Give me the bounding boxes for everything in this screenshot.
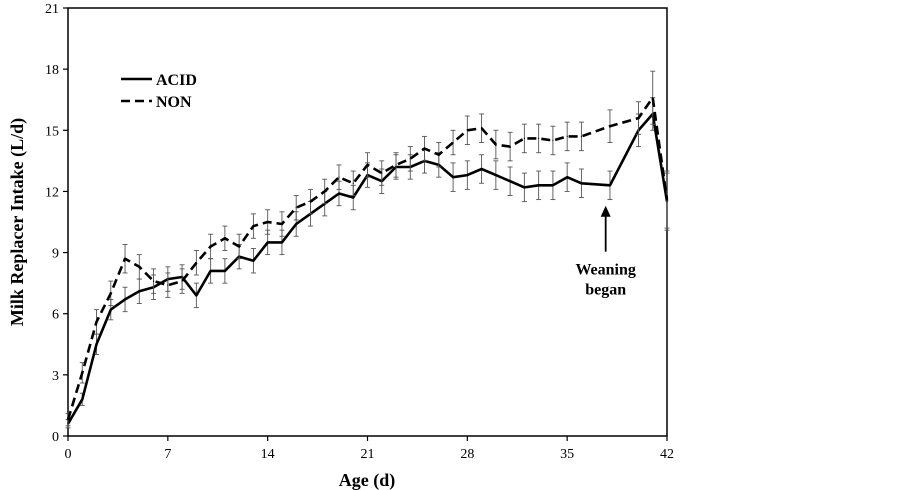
data-point-non — [95, 321, 98, 323]
x-tick-label: 14 — [261, 447, 275, 462]
data-point-acid — [538, 184, 540, 186]
data-point-non — [509, 145, 511, 148]
data-point-non — [67, 419, 69, 421]
series-layer — [65, 70, 670, 429]
legend: ACID NON — [121, 72, 197, 111]
data-point-non — [267, 221, 269, 223]
data-point-acid — [466, 174, 468, 176]
data-point-non — [552, 139, 554, 142]
y-tick-label: 3 — [52, 369, 59, 384]
data-point-acid — [95, 343, 98, 345]
annotation-arrowhead — [600, 205, 611, 217]
data-point-non — [466, 129, 468, 131]
legend-item-non: NON — [121, 94, 192, 111]
data-point-acid — [552, 184, 554, 186]
data-point-non — [195, 262, 197, 264]
y-tick-label: 21 — [45, 2, 59, 17]
data-point-acid — [224, 270, 226, 272]
data-point-acid — [210, 270, 212, 272]
data-point-acid — [124, 298, 126, 301]
legend-label-non: NON — [156, 94, 192, 111]
data-point-acid — [452, 176, 454, 178]
series-non — [65, 70, 670, 427]
data-point-non — [152, 280, 155, 282]
data-point-non — [252, 225, 255, 227]
y-tick-label: 12 — [45, 185, 59, 200]
annotation-text-line: Weaning — [575, 262, 635, 279]
x-tick-label: 7 — [164, 447, 171, 462]
x-tick-label: 35 — [560, 447, 574, 462]
y-axis: 0 3 6 9 12 15 18 21 — [45, 2, 68, 445]
y-tick-label: 15 — [45, 124, 59, 139]
y-tick-label: 0 — [52, 430, 59, 445]
data-point-non — [580, 135, 583, 137]
data-point-non — [110, 292, 112, 294]
data-point-non — [181, 280, 183, 282]
data-point-acid — [338, 192, 340, 195]
data-point-non — [138, 266, 140, 268]
data-point-acid — [580, 182, 583, 184]
annotation-layer: Weaning began — [575, 205, 636, 299]
legend-item-acid: ACID — [121, 72, 197, 89]
annotation-text-line: began — [585, 282, 626, 299]
data-point-acid — [609, 184, 611, 186]
y-tick-label: 6 — [52, 308, 59, 323]
data-point-non — [281, 223, 283, 225]
data-point-non — [124, 258, 126, 260]
data-point-acid — [495, 174, 497, 176]
data-point-acid — [267, 241, 269, 243]
data-point-non — [452, 141, 454, 144]
data-point-acid — [195, 294, 197, 296]
data-point-non — [309, 201, 312, 203]
data-point-non — [480, 127, 483, 129]
data-point-acid — [566, 176, 568, 178]
data-point-non — [352, 182, 354, 184]
data-point-acid — [480, 168, 483, 170]
data-point-acid — [523, 186, 525, 188]
data-point-acid — [110, 309, 112, 311]
data-point-acid — [295, 223, 297, 225]
data-point-non — [495, 143, 497, 146]
data-point-acid — [252, 260, 255, 262]
data-point-non — [324, 190, 326, 193]
x-tick-label: 0 — [65, 447, 72, 462]
data-point-non — [295, 207, 297, 209]
data-point-non — [381, 172, 383, 174]
y-tick-label: 9 — [52, 247, 59, 262]
data-point-non — [652, 97, 654, 99]
data-point-non — [637, 117, 640, 119]
x-axis: 0 7 14 21 28 35 42 — [65, 436, 674, 462]
x-tick-label: 28 — [460, 447, 474, 462]
data-point-acid — [509, 180, 511, 182]
data-point-non — [81, 372, 83, 374]
data-point-non — [167, 284, 169, 286]
y-axis-title: Milk Replacer Intake (L/d) — [7, 118, 28, 326]
data-point-non — [423, 148, 426, 150]
data-point-non — [210, 245, 212, 248]
data-point-non — [366, 164, 369, 166]
data-point-acid — [81, 398, 83, 400]
data-point-non — [238, 245, 240, 248]
x-axis-title: Age (d) — [339, 470, 396, 490]
data-point-non — [224, 237, 226, 239]
data-point-non — [523, 137, 525, 140]
weaning-annotation: Weaning began — [575, 205, 636, 299]
data-point-acid — [138, 290, 140, 292]
data-point-non — [538, 137, 540, 140]
data-point-non — [609, 125, 611, 127]
data-point-non — [566, 135, 568, 137]
data-point-non — [395, 164, 397, 166]
data-point-non — [438, 154, 440, 156]
data-point-non — [338, 176, 340, 178]
data-point-acid — [352, 196, 354, 199]
series-line-non — [66, 96, 669, 421]
data-point-acid — [281, 241, 283, 243]
y-tick-label: 18 — [45, 63, 59, 78]
x-tick-label: 42 — [660, 447, 674, 462]
data-point-non — [666, 198, 668, 201]
data-point-non — [409, 158, 411, 160]
x-tick-label: 21 — [361, 447, 375, 462]
legend-label-acid: ACID — [156, 72, 197, 89]
